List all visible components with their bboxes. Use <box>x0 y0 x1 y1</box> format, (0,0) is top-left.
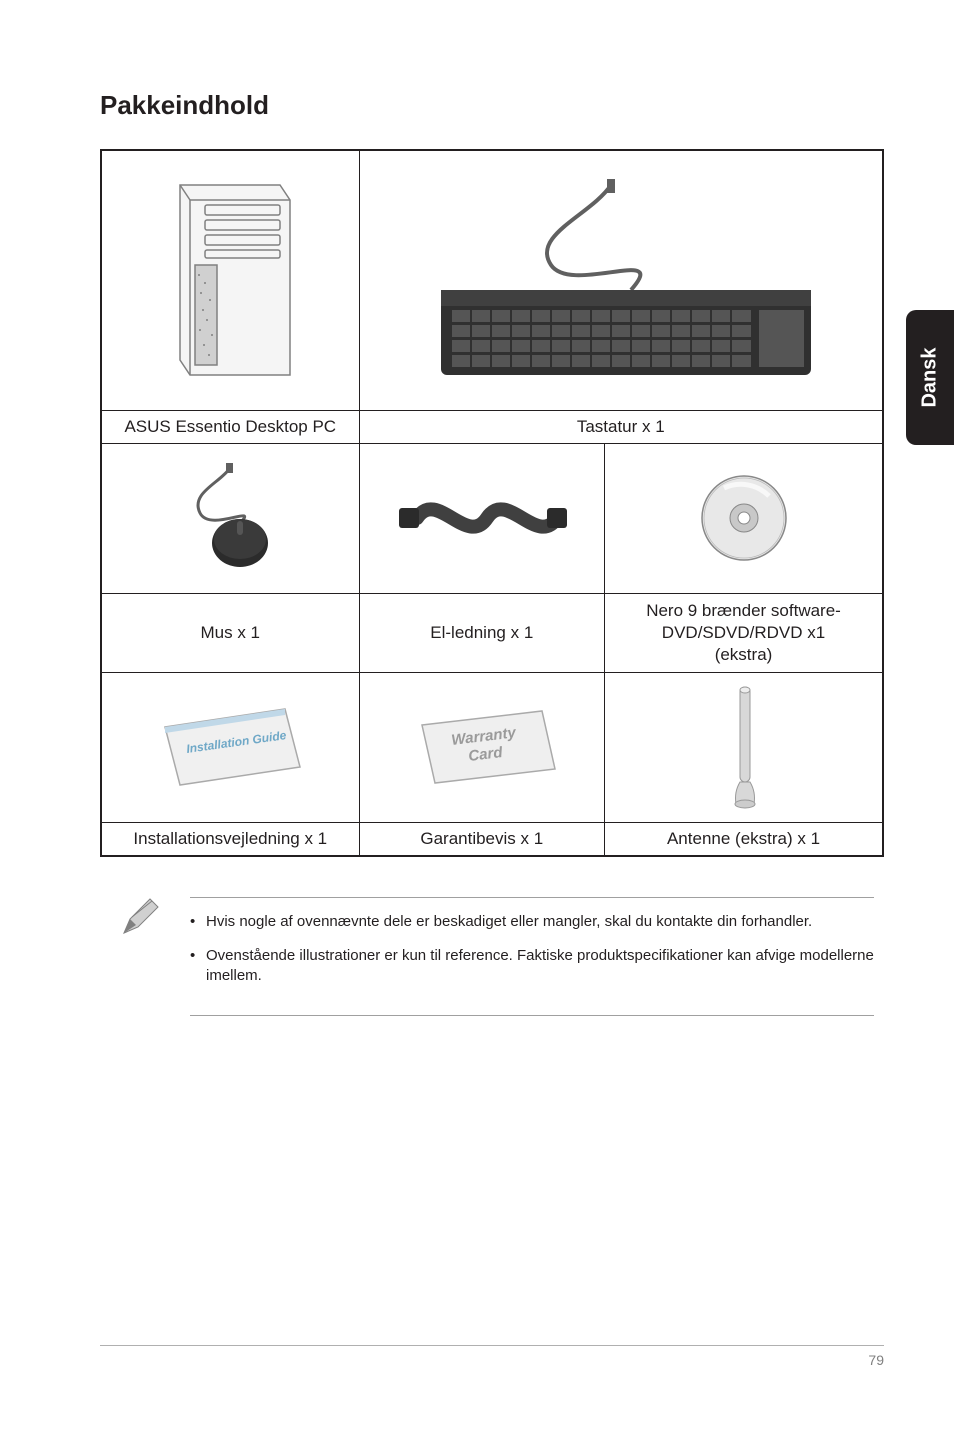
nero-line1: Nero 9 brænder software- <box>646 601 841 620</box>
cell-keyboard-image <box>359 150 883 410</box>
language-tab-label: Dansk <box>919 347 942 407</box>
caption-warranty: Garantibevis x 1 <box>359 822 604 856</box>
caption-power: El-ledning x 1 <box>359 593 604 672</box>
footer: 79 <box>100 1345 884 1368</box>
nero-line3: (ekstra) <box>715 645 773 664</box>
caption-guide: Installationsvejledning x 1 <box>101 822 359 856</box>
warranty-card-icon: Warranty Card <box>397 697 567 797</box>
notes-section: Hvis nogle af ovennævnte dele er beskadi… <box>100 897 884 1016</box>
mouse-icon <box>170 463 290 573</box>
page-title: Pakkeindhold <box>100 90 884 121</box>
language-tab: Dansk <box>906 310 954 445</box>
caption-mouse: Mus x 1 <box>101 593 359 672</box>
caption-nero: Nero 9 brænder software- DVD/SDVD/RDVD x… <box>605 593 883 672</box>
antenna-icon <box>714 682 774 812</box>
note-2: Ovenstående illustrationer er kun til re… <box>190 946 874 987</box>
cell-guide-image: Installation Guide <box>101 672 359 822</box>
caption-pc: ASUS Essentio Desktop PC <box>101 410 359 443</box>
package-table: ASUS Essentio Desktop PC Tastatur x 1 <box>100 149 884 857</box>
cell-disc-image <box>605 443 883 593</box>
caption-keyboard: Tastatur x 1 <box>359 410 883 443</box>
install-guide-icon: Installation Guide <box>145 697 315 797</box>
nero-line2: DVD/SDVD/RDVD x1 <box>662 623 825 642</box>
cell-mouse-image <box>101 443 359 593</box>
cell-warranty-image: Warranty Card <box>359 672 604 822</box>
keyboard-icon <box>411 175 831 385</box>
page-number: 79 <box>868 1352 884 1368</box>
power-cord-icon <box>397 478 567 558</box>
pencil-icon <box>120 897 160 942</box>
cell-pc-image <box>101 150 359 410</box>
desktop-pc-icon <box>155 175 305 385</box>
note-1: Hvis nogle af ovennævnte dele er beskadi… <box>190 912 874 932</box>
cell-antenna-image <box>605 672 883 822</box>
cell-power-image <box>359 443 604 593</box>
disc-icon <box>694 468 794 568</box>
caption-antenna: Antenne (ekstra) x 1 <box>605 822 883 856</box>
